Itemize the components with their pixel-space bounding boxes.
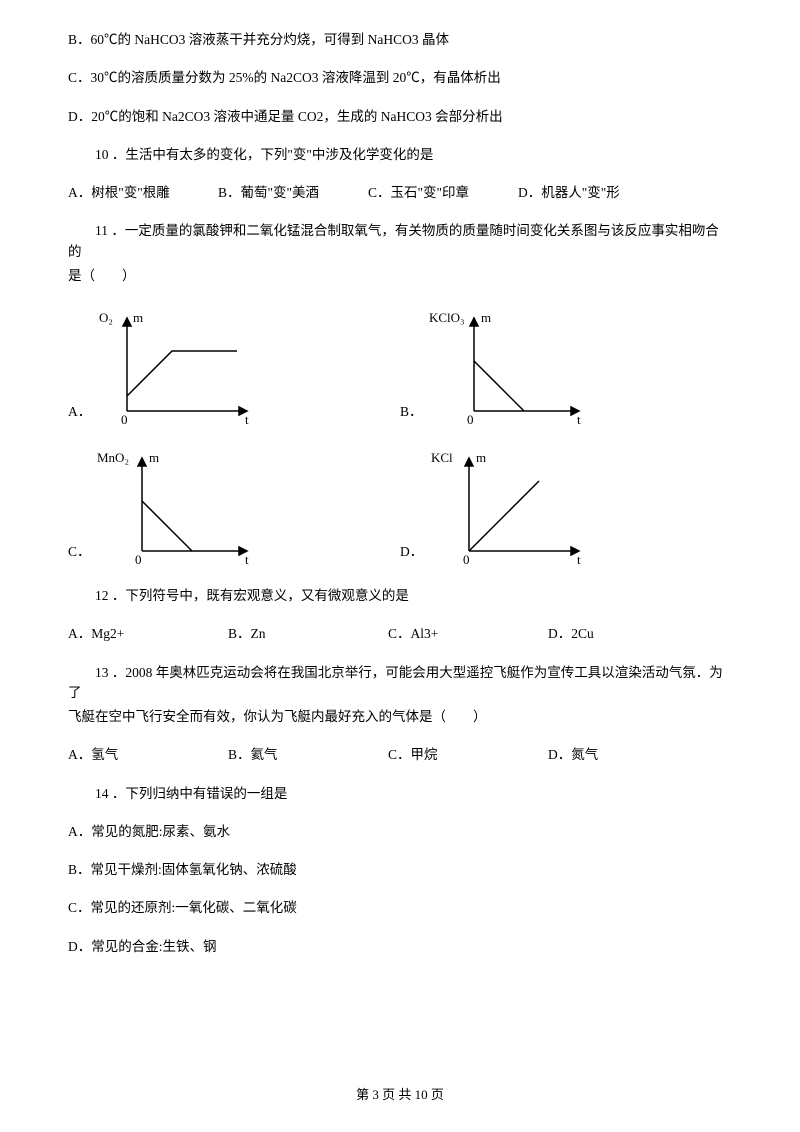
- q10-option-d: D．机器人"变"形: [518, 183, 668, 203]
- q13-options: A．氢气 B．氦气 C．甲烷 D．氮气: [68, 745, 732, 765]
- chart-c-t: t: [245, 552, 249, 566]
- q11-stem-line1: 11 ．一定质量的氯酸钾和二氧化锰混合制取氧气，有关物质的质量随时间变化关系图与…: [68, 221, 732, 262]
- q12-option-a: A．Mg2+: [68, 624, 228, 644]
- q13-stem-line1: 13 ．2008 年奥林匹克运动会将在我国北京举行，可能会用大型遥控飞艇作为宣传…: [68, 663, 732, 704]
- q13-option-a: A．氢气: [68, 745, 228, 765]
- chart-b-origin: 0: [467, 412, 474, 426]
- q14-option-b: B．常见干燥剂:固体氢氧化钠、浓硫酸: [68, 860, 732, 880]
- q11-chart-c-cell: C． MnO₂ m 0 t: [68, 446, 400, 566]
- q11-charts-row-2: C． MnO₂ m 0 t D．: [68, 446, 732, 566]
- chart-b-ylabel: KClO₃: [429, 310, 465, 325]
- chart-b-t: t: [577, 412, 581, 426]
- q12-option-c: C．Al3+: [388, 624, 548, 644]
- q14-option-a: A．常见的氮肥:尿素、氨水: [68, 822, 732, 842]
- chart-c-origin: 0: [135, 552, 142, 566]
- page: B．60℃的 NaHCO3 溶液蒸干并充分灼烧，可得到 NaHCO3 晶体 C．…: [0, 0, 800, 1132]
- q14-option-d: D．常见的合金:生铁、钢: [68, 937, 732, 957]
- q12-stem: 12 ．下列符号中，既有宏观意义，又有微观意义的是: [68, 586, 732, 606]
- q14-stem: 14 ．下列归纳中有错误的一组是: [68, 784, 732, 804]
- chart-d-m: m: [476, 450, 486, 465]
- q10-option-a: A．树根"变"根雕: [68, 183, 218, 203]
- q13-option-b: B．氦气: [228, 745, 388, 765]
- q10-option-c: C．玉石"变"印章: [368, 183, 518, 203]
- q14-option-c: C．常见的还原剂:一氧化碳、二氧化碳: [68, 898, 732, 918]
- chart-c-m: m: [149, 450, 159, 465]
- q12-options: A．Mg2+ B．Zn C．Al3+ D．2Cu: [68, 624, 732, 644]
- chart-d-ylabel: KCl: [431, 450, 453, 465]
- q12-option-d: D．2Cu: [548, 624, 708, 644]
- q13-option-c: C．甲烷: [388, 745, 548, 765]
- q13-stem-line2: 飞艇在空中飞行安全而有效，你认为飞艇内最好充入的气体是（ ）: [68, 707, 732, 727]
- chart-d-t: t: [577, 552, 581, 566]
- prev-option-d: D．20℃的饱和 Na2CO3 溶液中通足量 CO2，生成的 NaHCO3 会部…: [68, 107, 732, 127]
- q11-chart-c: MnO₂ m 0 t: [97, 446, 257, 566]
- page-footer: 第 3 页 共 10 页: [0, 1085, 800, 1105]
- q11-chart-b-label: B．: [400, 402, 423, 422]
- chart-d-origin: 0: [463, 552, 470, 566]
- q13-option-d: D．氮气: [548, 745, 708, 765]
- chart-b-m: m: [481, 310, 491, 325]
- q11-charts-row-1: A． O₂ m 0 t B．: [68, 306, 732, 426]
- q11-chart-a: O₂ m 0 t: [97, 306, 257, 426]
- q11-chart-d-label: D．: [400, 542, 423, 562]
- q12-option-b: B．Zn: [228, 624, 388, 644]
- chart-a-t: t: [245, 412, 249, 426]
- q10-option-b: B．葡萄"变"美酒: [218, 183, 368, 203]
- chart-c-ylabel: MnO₂: [97, 450, 129, 465]
- q11-chart-c-label: C．: [68, 542, 91, 562]
- q11-chart-b: KClO₃ m 0 t: [429, 306, 589, 426]
- chart-a-origin: 0: [121, 412, 128, 426]
- q11-chart-d-cell: D． KCl m 0 t: [400, 446, 732, 566]
- chart-a-ylabel: O₂: [99, 310, 113, 325]
- q11-chart-a-cell: A． O₂ m 0 t: [68, 306, 400, 426]
- chart-a-m: m: [133, 310, 143, 325]
- q11-stem-line2: 是（ ）: [68, 266, 732, 286]
- prev-option-b: B．60℃的 NaHCO3 溶液蒸干并充分灼烧，可得到 NaHCO3 晶体: [68, 30, 732, 50]
- q11-chart-d: KCl m 0 t: [429, 446, 589, 566]
- q11-chart-a-label: A．: [68, 402, 91, 422]
- q10-stem: 10 ．生活中有太多的变化，下列"变"中涉及化学变化的是: [68, 145, 732, 165]
- prev-option-c: C．30℃的溶质质量分数为 25%的 Na2CO3 溶液降温到 20℃，有晶体析…: [68, 68, 732, 88]
- q10-options: A．树根"变"根雕 B．葡萄"变"美酒 C．玉石"变"印章 D．机器人"变"形: [68, 183, 732, 203]
- q11-chart-b-cell: B． KClO₃ m 0 t: [400, 306, 732, 426]
